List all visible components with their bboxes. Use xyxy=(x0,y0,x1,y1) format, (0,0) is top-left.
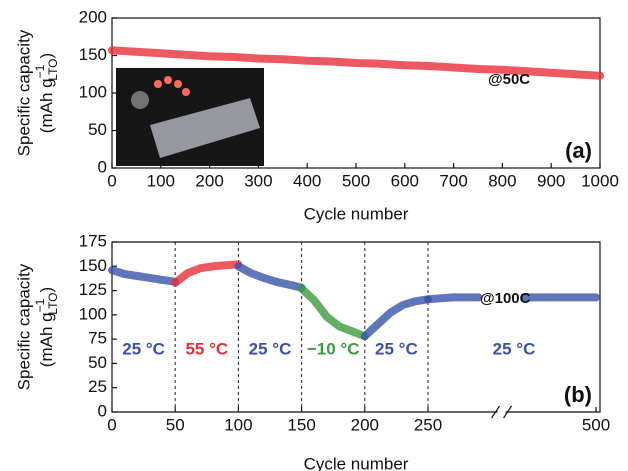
series-line xyxy=(234,262,306,292)
unit-sub: LTO xyxy=(46,292,60,314)
unit-sup: −1 xyxy=(33,298,47,312)
region-label: −10 °C xyxy=(307,339,360,358)
x-tick-label: 100 xyxy=(147,171,175,190)
y-tick-label: 175 xyxy=(79,231,107,250)
region-label: 25 °C xyxy=(493,339,536,358)
x-tick-label: 800 xyxy=(488,171,516,190)
x-tick-label: 100 xyxy=(224,415,252,434)
x-tick-label: 500 xyxy=(582,415,610,434)
x-tick-label: 200 xyxy=(195,171,223,190)
series-line xyxy=(360,295,432,341)
region-label: 25 °C xyxy=(375,339,418,358)
annotation: @100C xyxy=(480,290,531,307)
x-tick-label: 700 xyxy=(439,171,467,190)
annotation: @50C xyxy=(488,71,530,88)
panel-label: (a) xyxy=(565,138,592,163)
y-tick-label: 100 xyxy=(79,304,107,323)
unit-text: (mAh g xyxy=(37,312,56,367)
y-tick-label: 200 xyxy=(79,7,107,26)
region-label: 25 °C xyxy=(122,339,165,358)
region-label: 55 °C xyxy=(185,339,228,358)
x-tick-label: 300 xyxy=(244,171,272,190)
y-tick-label: 50 xyxy=(88,120,107,139)
y-tick-label: 125 xyxy=(79,280,107,299)
axis-frame xyxy=(111,241,601,413)
x-tick-label: 900 xyxy=(537,171,565,190)
x-tick-label: 1000 xyxy=(581,171,619,190)
panel-label: (b) xyxy=(564,382,592,407)
region-label: 25 °C xyxy=(249,339,292,358)
y-tick-label: 150 xyxy=(79,45,107,64)
unit-text: (mAh g xyxy=(37,78,56,133)
x-tick-label: 0 xyxy=(107,171,116,190)
y-tick-label: 0 xyxy=(98,157,107,176)
y-axis-label: Specific capacity xyxy=(14,263,33,390)
series-line xyxy=(424,293,600,304)
x-tick-label: 500 xyxy=(342,171,370,190)
y-tick-label: 25 xyxy=(88,377,107,396)
x-tick-label: 0 xyxy=(107,415,116,434)
x-axis-label: Cycle number xyxy=(304,204,409,223)
x-tick-label: 400 xyxy=(293,171,321,190)
y-tick-label: 75 xyxy=(88,329,107,348)
x-tick-label: 150 xyxy=(287,415,315,434)
inset-photo xyxy=(116,68,264,166)
x-tick-label: 200 xyxy=(351,415,379,434)
x-tick-label: 50 xyxy=(166,415,185,434)
unit-text: ) xyxy=(37,53,56,59)
unit-sub: LTO xyxy=(46,58,60,80)
series-line xyxy=(108,46,604,80)
y-axis-unit: (mAh g−1LTO) xyxy=(33,287,60,367)
x-tick-label: 600 xyxy=(391,171,419,190)
axis-break xyxy=(491,405,513,419)
y-tick-label: 150 xyxy=(79,256,107,275)
y-axis-label: Specific capacity xyxy=(14,29,33,156)
series-line xyxy=(171,260,243,287)
y-tick-label: 50 xyxy=(88,353,107,372)
y-tick-label: 100 xyxy=(79,82,107,101)
series-line xyxy=(297,284,369,341)
chart: 0 50 100 150 200 0 100 200 300 400 500 600 700 800 900… xyxy=(14,7,618,223)
unit-sup: −1 xyxy=(33,64,47,78)
series-line xyxy=(108,266,180,286)
x-axis-label: Cycle number xyxy=(304,454,409,471)
y-tick-label: 0 xyxy=(98,401,107,420)
y-axis-unit: (mAh g−1LTO) xyxy=(33,53,60,133)
unit-text: ) xyxy=(37,287,56,293)
x-tick-label: 250 xyxy=(414,415,442,434)
